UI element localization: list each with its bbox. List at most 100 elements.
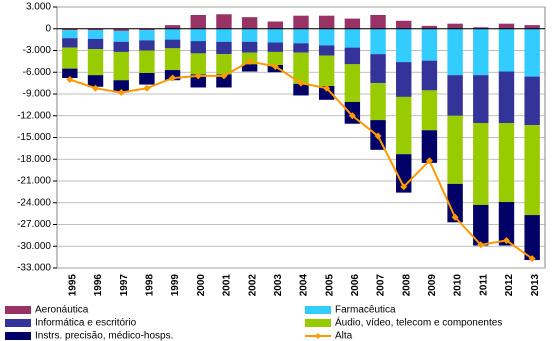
- bar-segment: [216, 74, 232, 88]
- bar-segment: [318, 45, 335, 56]
- legend-swatch: [315, 333, 321, 339]
- legend-label: Informática e escritório: [35, 318, 137, 329]
- y-tick-label: -6.000: [23, 67, 52, 78]
- line-marker: [92, 84, 100, 92]
- bar-segment: [473, 123, 489, 205]
- bar-segment: [139, 40, 155, 51]
- bar-segment: [62, 38, 78, 48]
- y-tick-label: -9.000: [23, 89, 52, 100]
- x-tick-label: 1995: [67, 274, 78, 297]
- line-marker: [451, 213, 459, 221]
- bar-segment: [216, 54, 232, 75]
- bar-segment: [113, 51, 129, 81]
- y-tick-label: 0: [45, 23, 51, 34]
- bar-segment: [87, 38, 104, 50]
- x-tick-label: 2001: [222, 274, 233, 297]
- y-tick-label: -30.000: [17, 241, 51, 252]
- y-tick-label: -18.000: [17, 154, 51, 165]
- bar-segment: [164, 25, 181, 29]
- bar-segment: [370, 28, 386, 55]
- bar-segment: [473, 27, 489, 29]
- bar-segment: [318, 15, 335, 29]
- bar-segment: [524, 215, 540, 261]
- line-marker: [323, 84, 331, 92]
- legend-label: Alta: [335, 331, 353, 341]
- bar-segment: [139, 72, 155, 85]
- bar-segment: [293, 15, 309, 29]
- bar-segment: [267, 21, 284, 29]
- bar-segment: [421, 25, 438, 29]
- line-marker: [220, 72, 228, 80]
- bar-segment: [524, 25, 540, 29]
- bar-segment: [62, 30, 78, 39]
- bar-segment: [139, 30, 155, 41]
- legend-label: Aeronáutica: [35, 305, 89, 316]
- bar-segment: [216, 28, 232, 42]
- bar-segment: [241, 28, 258, 42]
- bar-segment: [396, 28, 412, 63]
- bar-segment: [421, 130, 438, 163]
- bar-segment: [267, 42, 284, 52]
- x-tick-label: 2007: [376, 274, 387, 297]
- line-marker: [271, 62, 279, 70]
- line-marker: [246, 57, 254, 65]
- legend-swatch: [5, 306, 31, 314]
- bar-segment: [447, 28, 463, 76]
- bar-segment: [447, 115, 463, 184]
- bar-segment: [190, 74, 206, 88]
- bar-segment: [190, 14, 206, 29]
- bar-segment: [498, 28, 515, 72]
- bar-segment: [447, 23, 463, 29]
- y-tick-label: -12.000: [17, 110, 51, 121]
- bar-segment: [164, 39, 181, 49]
- bar-segment: [87, 28, 104, 31]
- bar-segment: [216, 14, 232, 29]
- bar-segment: [421, 60, 438, 91]
- x-tick-label: 2002: [247, 274, 258, 297]
- bar-segment: [62, 47, 78, 69]
- line-marker: [477, 241, 485, 249]
- legend-swatch: [305, 319, 331, 327]
- bar-segment: [190, 41, 206, 54]
- bar-segment: [498, 23, 515, 29]
- bar-segment: [216, 41, 232, 55]
- bar-segment: [344, 47, 361, 65]
- bar-segment: [113, 28, 129, 31]
- bar-segment: [396, 20, 412, 29]
- line-marker: [169, 74, 177, 82]
- bar-segment: [370, 14, 386, 29]
- line-marker: [194, 72, 202, 80]
- y-tick-label: -3.000: [23, 45, 52, 56]
- y-tick-label: -24.000: [17, 197, 51, 208]
- line-marker: [400, 183, 408, 191]
- x-tick-label: 1998: [145, 274, 156, 297]
- bar-segment: [344, 64, 361, 102]
- x-tick-label: 2013: [530, 274, 541, 297]
- bar-segment: [498, 71, 515, 123]
- bar-segment: [87, 75, 104, 87]
- bar-segment: [396, 96, 412, 155]
- bar-segment: [396, 62, 412, 97]
- bar-segment: [498, 123, 515, 203]
- bar-segment: [241, 41, 258, 53]
- bar-segment: [318, 28, 335, 46]
- bar-segment: [190, 53, 206, 75]
- x-tick-label: 2005: [324, 274, 335, 297]
- y-tick-label: -33.000: [17, 263, 51, 274]
- bar-segment: [344, 28, 361, 48]
- y-tick-label: -15.000: [17, 132, 51, 143]
- line-marker: [425, 157, 433, 165]
- bar-segment: [370, 83, 386, 121]
- line-marker: [66, 76, 74, 83]
- legend-swatch: [305, 306, 331, 314]
- bar-segment: [62, 28, 78, 31]
- y-tick-label: -21.000: [17, 176, 51, 187]
- bar-segment: [318, 86, 335, 100]
- legend-label: Instrs. precisão, médico-hosps.: [35, 331, 173, 341]
- bar-segment: [318, 55, 335, 87]
- line-marker: [117, 89, 125, 97]
- y-tick-label: -27.000: [17, 219, 51, 230]
- bar-segment: [524, 125, 540, 216]
- line-marker: [297, 79, 305, 87]
